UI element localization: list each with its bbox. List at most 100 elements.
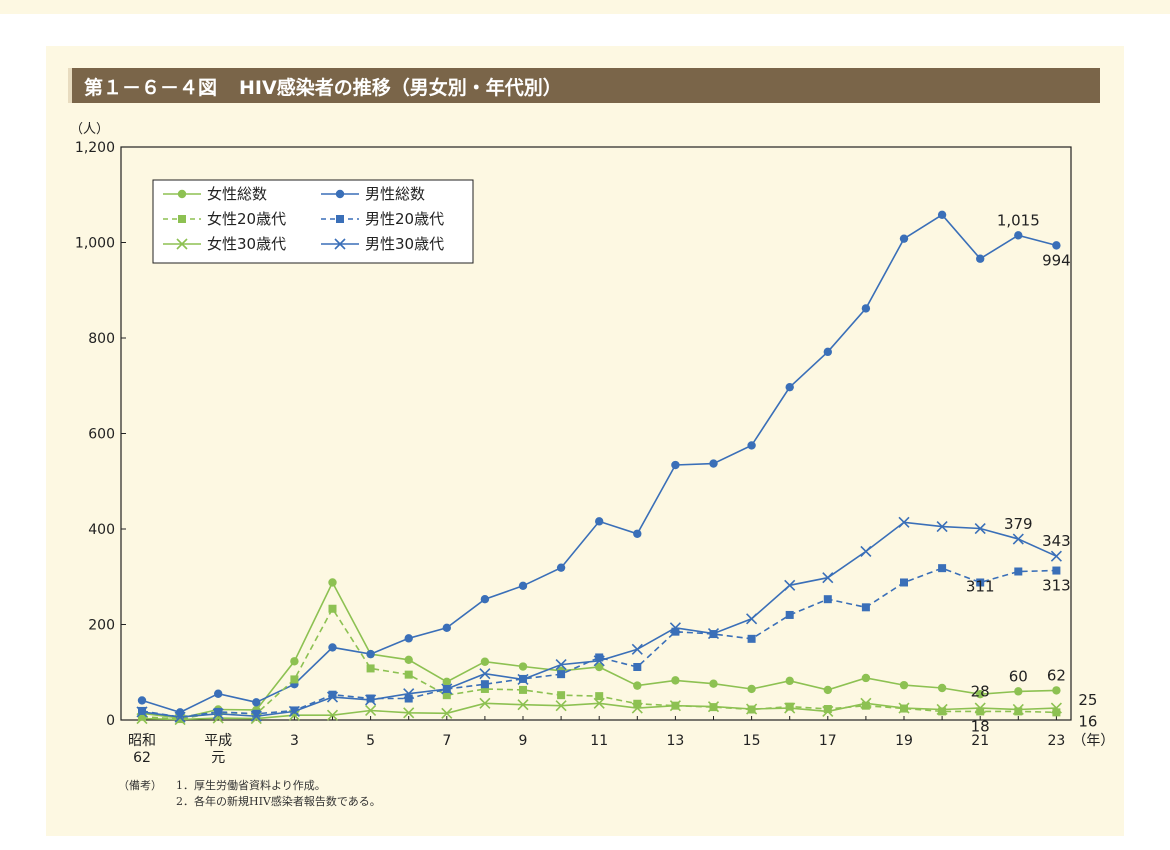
data-point: [250, 710, 262, 722]
data-point: [555, 700, 567, 712]
data-point: [595, 662, 604, 672]
figure-title-bar: 第１－６－４図 HIV感染者の推移（男女別・年代別）: [68, 68, 1100, 103]
data-point: [633, 699, 642, 708]
data-point: [1014, 707, 1023, 716]
data-label: 379: [1004, 515, 1033, 533]
x-tick-label: 11: [590, 733, 608, 749]
data-point: [252, 698, 261, 707]
legend-label: 女性20歳代: [207, 210, 286, 228]
data-point: [595, 517, 604, 526]
data-label: 28: [971, 683, 990, 701]
data-point: [976, 578, 985, 587]
data-point: [442, 677, 451, 686]
data-point: [1014, 687, 1023, 696]
data-point: [633, 529, 642, 538]
x-tick-label: 7: [442, 733, 451, 749]
data-point: [747, 684, 756, 694]
data-point: [1052, 686, 1061, 695]
data-point: [822, 705, 834, 717]
y-tick-label: 400: [88, 522, 115, 538]
data-point: [557, 670, 566, 679]
data-point: [365, 694, 377, 706]
data-point: [366, 649, 375, 659]
data-point: [555, 659, 567, 671]
data-point: [1052, 566, 1061, 575]
data-point: [136, 706, 148, 718]
data-point: [899, 680, 909, 690]
x-tick-label: 17: [819, 733, 837, 749]
data-point: [631, 702, 643, 714]
data-point: [860, 545, 872, 558]
data-point: [517, 699, 529, 711]
legend-marker: [176, 238, 188, 250]
data-point: [1052, 708, 1061, 717]
data-point: [785, 610, 794, 619]
data-point: [1012, 703, 1024, 716]
data-point: [898, 516, 910, 528]
data-point: [938, 707, 947, 716]
data-point: [1014, 231, 1023, 240]
x-tick-label: 15: [743, 733, 761, 749]
data-point: [974, 702, 986, 714]
data-point: [1052, 241, 1061, 250]
data-point: [709, 679, 718, 688]
data-point: [556, 563, 566, 572]
data-point: [290, 657, 299, 666]
data-point: [669, 700, 681, 712]
data-point: [328, 578, 337, 587]
data-point: [631, 643, 643, 655]
note-1: 1．厚生労働省資料より作成。: [176, 779, 326, 792]
data-point: [441, 683, 453, 695]
data-point: [441, 707, 453, 719]
data-point: [936, 703, 948, 716]
data-point: [519, 685, 527, 694]
data-label: 313: [1042, 577, 1071, 595]
data-point: [442, 623, 451, 633]
data-point: [861, 673, 871, 683]
data-point: [593, 697, 605, 709]
data-point: [479, 697, 491, 709]
data-point: [861, 603, 870, 612]
data-point: [861, 304, 871, 313]
data-point: [671, 627, 680, 636]
data-point: [480, 680, 489, 689]
data-point: [174, 711, 186, 723]
legend-box: [152, 179, 474, 264]
x-tick-label: 13: [666, 733, 684, 749]
data-point: [404, 634, 413, 643]
data-point: [518, 581, 528, 591]
data-point: [823, 685, 832, 695]
data-point: [785, 382, 794, 392]
legend-label: 男性20歳代: [365, 210, 444, 228]
legend-label: 女性30歳代: [207, 235, 286, 253]
data-point: [480, 684, 489, 693]
y-tick-label: 1,200: [75, 140, 115, 156]
data-point: [823, 595, 832, 604]
data-point: [746, 613, 758, 625]
data-point: [328, 643, 337, 652]
data-point: [936, 521, 948, 533]
data-point: [707, 701, 720, 713]
data-point: [671, 460, 680, 470]
data-point: [976, 254, 985, 263]
data-point: [480, 657, 490, 666]
data-point: [633, 681, 642, 690]
data-point: [212, 708, 224, 720]
y-tick-label: 200: [88, 618, 115, 634]
data-point: [137, 696, 147, 705]
data-point: [1050, 702, 1062, 714]
legend-marker: [177, 189, 187, 199]
data-point: [861, 701, 870, 710]
data-point: [138, 712, 146, 721]
data-point: [747, 441, 756, 450]
legend-label: 女性総数: [207, 185, 267, 203]
data-label: 25: [1078, 691, 1097, 709]
data-point: [326, 709, 339, 721]
data-label: 1,015: [997, 211, 1040, 229]
data-point: [633, 662, 642, 671]
legend-marker: [334, 238, 346, 250]
data-point: [707, 628, 720, 640]
data-point: [747, 634, 756, 643]
data-point: [403, 707, 415, 719]
